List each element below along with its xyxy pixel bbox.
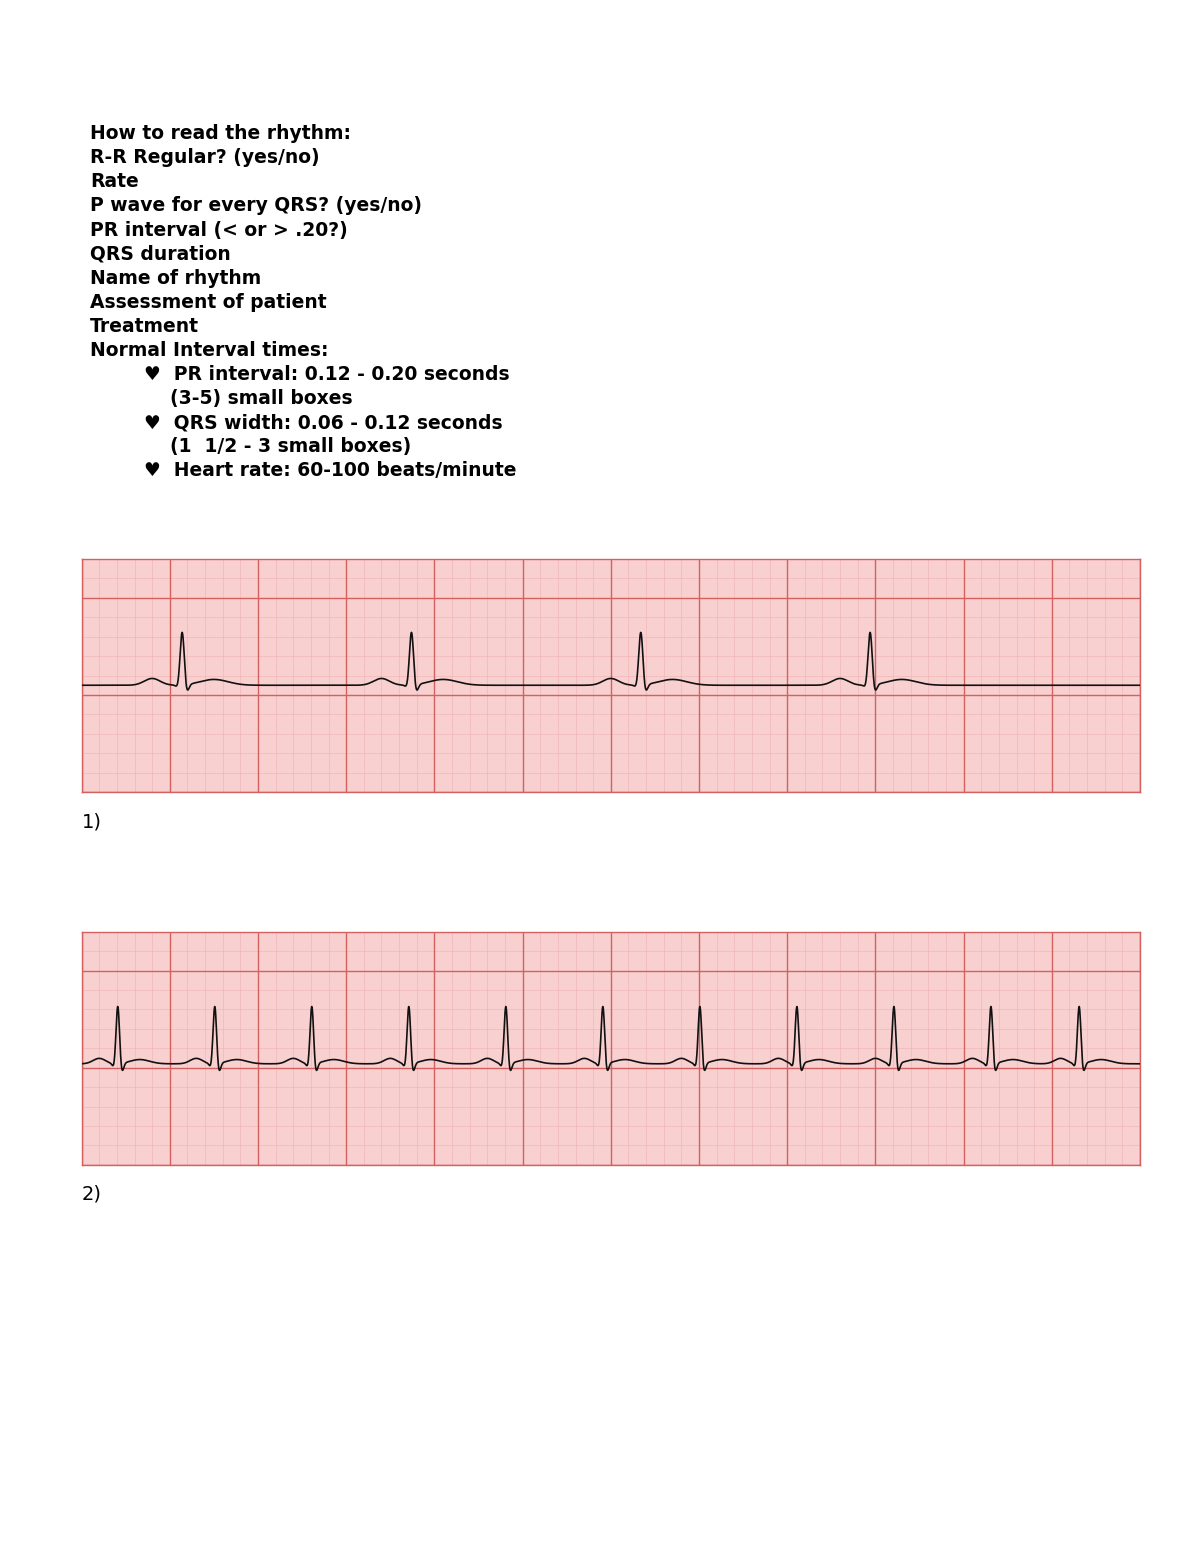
Text: ♥  Heart rate: 60-100 beats/minute: ♥ Heart rate: 60-100 beats/minute bbox=[144, 461, 516, 480]
Text: Treatment: Treatment bbox=[90, 317, 199, 335]
Text: Rate: Rate bbox=[90, 172, 139, 191]
Text: QRS duration: QRS duration bbox=[90, 244, 230, 264]
Text: ♥  QRS width: 0.06 - 0.12 seconds: ♥ QRS width: 0.06 - 0.12 seconds bbox=[144, 413, 503, 432]
Text: Assessment of patient: Assessment of patient bbox=[90, 292, 326, 312]
Text: Normal Interval times:: Normal Interval times: bbox=[90, 340, 329, 360]
Text: ♥  PR interval: 0.12 - 0.20 seconds: ♥ PR interval: 0.12 - 0.20 seconds bbox=[144, 365, 510, 384]
Text: PR interval (< or > .20?): PR interval (< or > .20?) bbox=[90, 221, 348, 239]
Text: 2): 2) bbox=[82, 1185, 102, 1204]
Text: How to read the rhythm:: How to read the rhythm: bbox=[90, 124, 352, 143]
Text: (3-5) small boxes: (3-5) small boxes bbox=[144, 388, 353, 408]
Text: (1  1/2 - 3 small boxes): (1 1/2 - 3 small boxes) bbox=[144, 436, 412, 457]
Text: P wave for every QRS? (yes/no): P wave for every QRS? (yes/no) bbox=[90, 196, 422, 216]
Text: R-R Regular? (yes/no): R-R Regular? (yes/no) bbox=[90, 148, 319, 168]
Text: Name of rhythm: Name of rhythm bbox=[90, 269, 262, 287]
Text: 1): 1) bbox=[82, 812, 102, 831]
